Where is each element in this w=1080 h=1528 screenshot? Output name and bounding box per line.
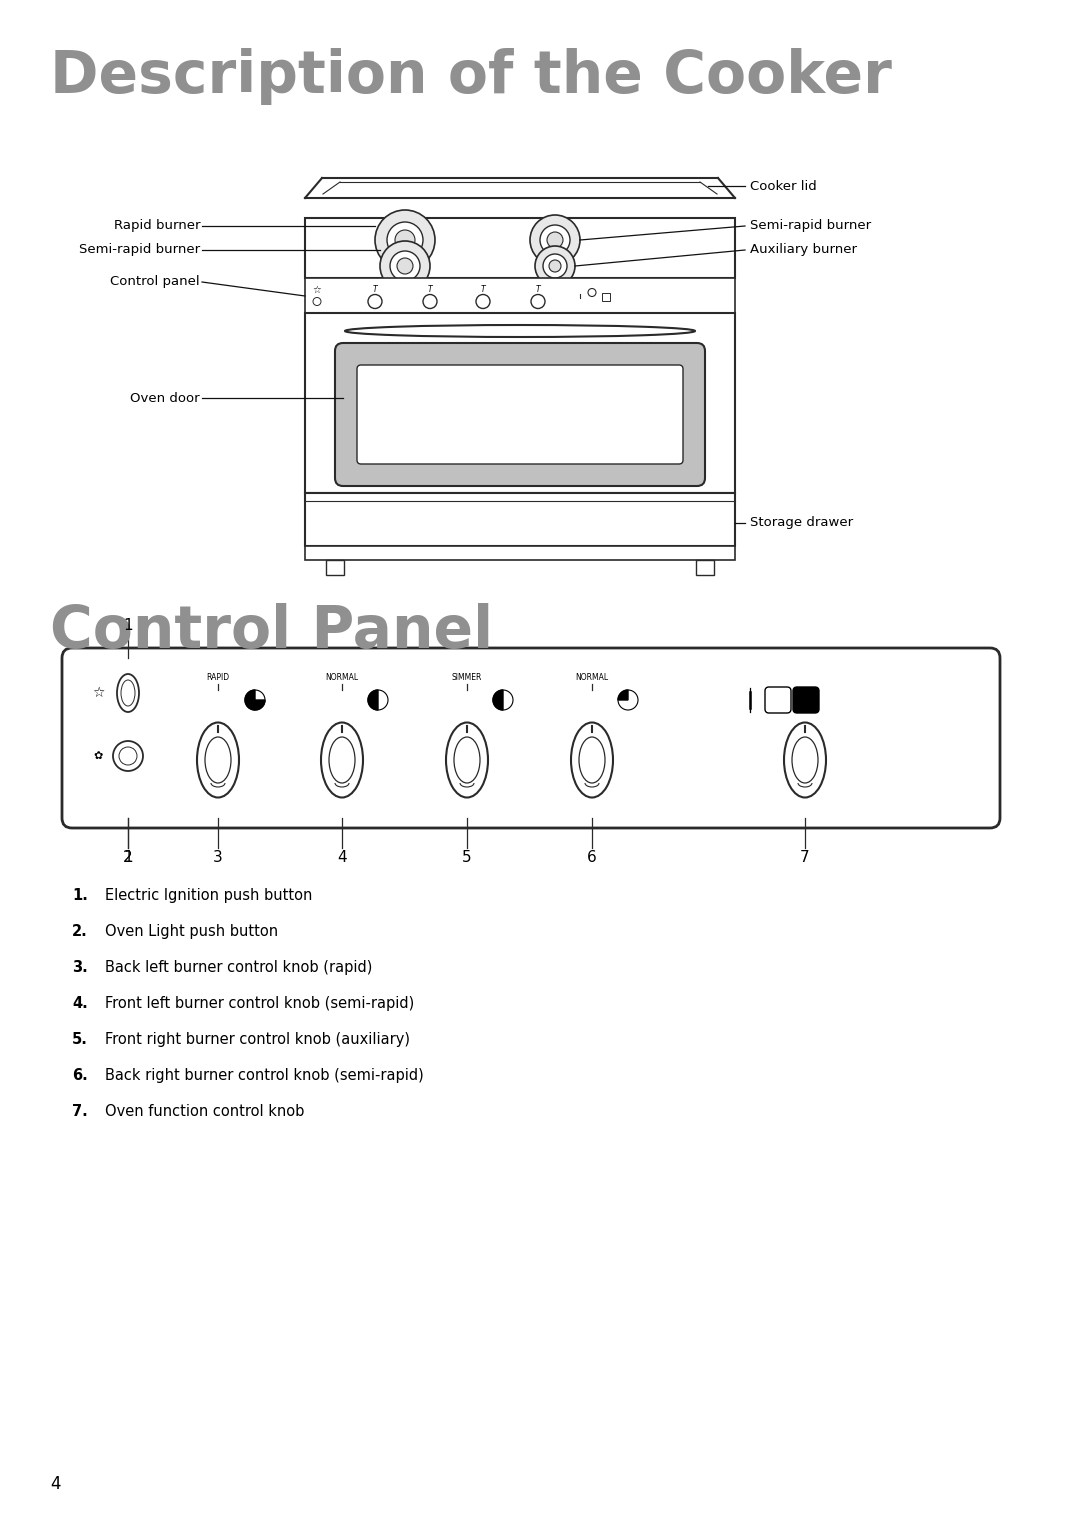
Text: 2: 2	[123, 850, 133, 865]
Text: 1: 1	[123, 617, 133, 633]
Text: Front right burner control knob (auxiliary): Front right burner control knob (auxilia…	[105, 1031, 410, 1047]
Circle shape	[546, 232, 563, 248]
Text: 6.: 6.	[72, 1068, 87, 1083]
FancyBboxPatch shape	[335, 342, 705, 486]
Bar	[696, 559, 714, 575]
Text: T: T	[373, 286, 377, 293]
FancyBboxPatch shape	[357, 365, 683, 465]
Text: T: T	[428, 286, 432, 293]
Text: Control Panel: Control Panel	[50, 604, 494, 660]
Text: Storage drawer: Storage drawer	[750, 516, 853, 530]
Text: Oven door: Oven door	[131, 391, 200, 405]
Text: 4: 4	[50, 1475, 60, 1493]
Ellipse shape	[446, 723, 488, 798]
Text: Cooker lid: Cooker lid	[750, 179, 816, 193]
Text: ✿: ✿	[93, 750, 103, 761]
Text: Back right burner control knob (semi-rapid): Back right burner control knob (semi-rap…	[105, 1068, 423, 1083]
Circle shape	[423, 295, 437, 309]
Circle shape	[540, 225, 570, 255]
Text: T: T	[481, 286, 485, 293]
Text: 1: 1	[123, 850, 133, 865]
Circle shape	[531, 295, 545, 309]
Text: Semi-rapid burner: Semi-rapid burner	[750, 220, 872, 232]
Text: Oven function control knob: Oven function control knob	[105, 1105, 305, 1118]
Text: 5: 5	[462, 850, 472, 865]
Circle shape	[375, 209, 435, 270]
Text: Electric Ignition push button: Electric Ignition push button	[105, 888, 312, 903]
Text: Oven Light push button: Oven Light push button	[105, 924, 279, 940]
Ellipse shape	[197, 723, 239, 798]
Bar	[305, 545, 735, 559]
Text: 6: 6	[588, 850, 597, 865]
Circle shape	[543, 254, 567, 278]
Text: T: T	[536, 286, 540, 293]
Ellipse shape	[571, 723, 613, 798]
Text: NORMAL: NORMAL	[325, 674, 359, 683]
Wedge shape	[492, 691, 503, 711]
Circle shape	[390, 251, 420, 281]
Circle shape	[530, 215, 580, 264]
Text: 3.: 3.	[72, 960, 87, 975]
Circle shape	[395, 231, 415, 251]
Bar	[305, 494, 735, 545]
Text: 2.: 2.	[72, 924, 87, 940]
Bar	[305, 313, 735, 494]
Text: 4: 4	[337, 850, 347, 865]
Text: Semi-rapid burner: Semi-rapid burner	[79, 243, 200, 257]
Circle shape	[476, 295, 490, 309]
Text: 4.: 4.	[72, 996, 87, 1012]
Bar	[602, 292, 610, 301]
Bar	[326, 559, 345, 575]
Text: 7: 7	[800, 850, 810, 865]
Text: ☆: ☆	[92, 686, 105, 700]
Text: ☆: ☆	[312, 284, 322, 295]
Text: 5.: 5.	[72, 1031, 87, 1047]
Bar	[305, 278, 735, 313]
Circle shape	[397, 258, 413, 274]
Wedge shape	[245, 691, 265, 711]
Ellipse shape	[321, 723, 363, 798]
Text: 7.: 7.	[72, 1105, 87, 1118]
Text: 3: 3	[213, 850, 222, 865]
Text: Front left burner control knob (semi-rapid): Front left burner control knob (semi-rap…	[105, 996, 415, 1012]
Text: RAPID: RAPID	[206, 674, 230, 683]
Text: 1.: 1.	[72, 888, 87, 903]
Text: Auxiliary burner: Auxiliary burner	[750, 243, 858, 257]
Text: SIMMER: SIMMER	[451, 674, 482, 683]
FancyBboxPatch shape	[793, 688, 819, 714]
FancyBboxPatch shape	[62, 648, 1000, 828]
Wedge shape	[618, 691, 627, 700]
Circle shape	[380, 241, 430, 290]
Text: Control panel: Control panel	[110, 275, 200, 289]
Ellipse shape	[784, 723, 826, 798]
Circle shape	[535, 246, 575, 286]
Circle shape	[549, 260, 561, 272]
Text: Rapid burner: Rapid burner	[113, 220, 200, 232]
Wedge shape	[368, 691, 378, 711]
Text: NORMAL: NORMAL	[576, 674, 608, 683]
Bar	[305, 219, 735, 278]
Text: Description of the Cooker: Description of the Cooker	[50, 47, 892, 105]
Text: Back left burner control knob (rapid): Back left burner control knob (rapid)	[105, 960, 373, 975]
Circle shape	[368, 295, 382, 309]
Circle shape	[387, 222, 423, 258]
